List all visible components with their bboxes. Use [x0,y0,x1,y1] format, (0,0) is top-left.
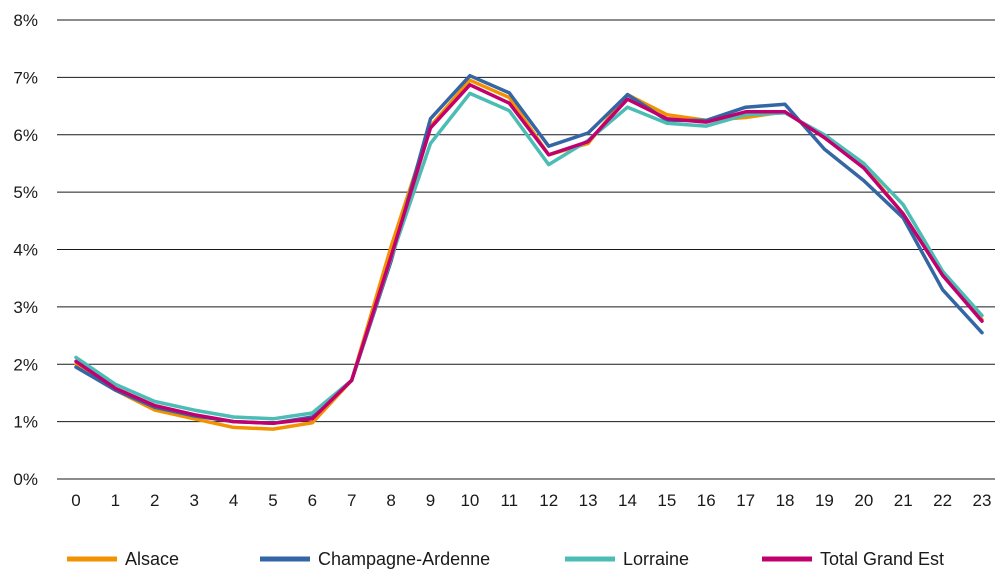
y-tick-label: 0% [13,470,38,489]
x-tick-label: 21 [894,491,913,510]
legend-label: Champagne-Ardenne [318,549,490,569]
y-tick-label: 8% [13,11,38,30]
x-tick-label: 0 [71,491,80,510]
x-tick-label: 23 [973,491,992,510]
x-tick-label: 18 [776,491,795,510]
series-line-lorraine [74,91,984,421]
y-tick-label: 2% [13,355,38,374]
x-tick-label: 15 [657,491,676,510]
y-tick-label: 6% [13,126,38,145]
y-tick-label: 5% [13,183,38,202]
y-tick-label: 1% [13,413,38,432]
y-tick-label: 7% [13,68,38,87]
y-tick-label: 3% [13,298,38,317]
x-tick-label: 1 [111,491,120,510]
x-tick-label: 9 [426,491,435,510]
x-tick-label: 10 [460,491,479,510]
y-tick-label: 4% [13,241,38,260]
x-tick-label: 13 [579,491,598,510]
x-tick-label: 6 [308,491,317,510]
x-tick-label: 20 [854,491,873,510]
series-line-alsace [74,78,984,431]
x-tick-label: 7 [347,491,356,510]
legend-label: Alsace [125,549,179,569]
x-tick-label: 2 [150,491,159,510]
x-tick-label: 16 [697,491,716,510]
series-line-total-grand-est [74,83,984,426]
x-tick-label: 22 [933,491,952,510]
x-tick-label: 4 [229,491,238,510]
series-lines [74,73,984,431]
y-axis-ticks: 0% 1% 2% 3% 4% 5% 6% 7% 8% [13,11,38,489]
x-tick-label: 8 [386,491,395,510]
x-tick-label: 11 [500,491,518,510]
legend: Alsace Champagne-Ardenne Lorraine Total Gra… [67,549,944,569]
x-tick-label: 12 [539,491,558,510]
x-tick-label: 19 [815,491,834,510]
x-tick-label: 17 [736,491,755,510]
x-tick-label: 14 [618,491,637,510]
legend-label: Lorraine [623,549,689,569]
x-axis-ticks: 0 1 2 3 4 5 6 7 8 9 10 11 12 13 14 15 16 17 18 19 20 21 22 23 [71,491,991,510]
x-tick-label: 5 [268,491,277,510]
x-tick-label: 3 [189,491,198,510]
legend-label: Total Grand Est [820,549,944,569]
